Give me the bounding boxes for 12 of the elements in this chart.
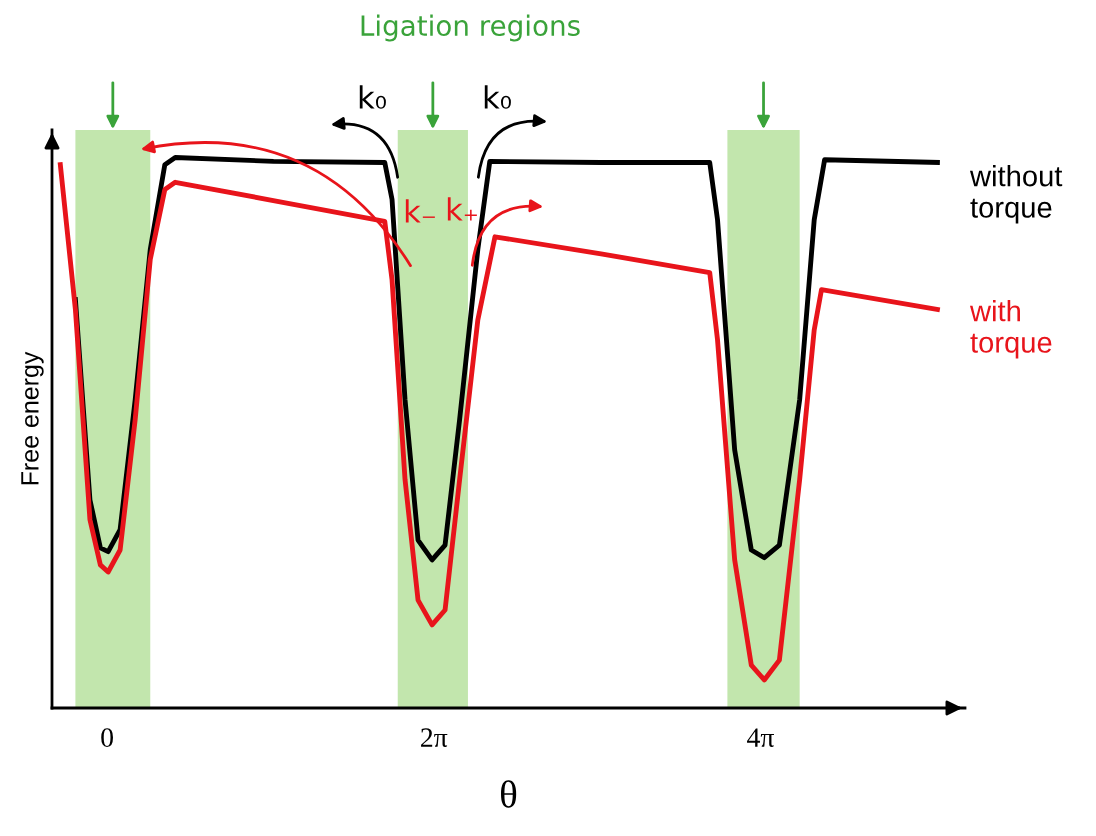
x-tick-label: 4π (747, 728, 774, 747)
annotation: k₊ (447, 197, 477, 221)
text: k₀ (484, 85, 511, 109)
annotation: k₋ (405, 199, 435, 223)
text: Ligation regions (361, 14, 580, 42)
x-axis-title: θ (501, 780, 517, 808)
x-tick-label: 0 (101, 728, 113, 747)
text: k₀ (359, 85, 386, 109)
x-tick-label: 2π (421, 728, 448, 747)
series-label: without torque (969, 165, 1063, 224)
series-label: with torque (969, 300, 1052, 359)
y-axis-title: Free energy (21, 351, 44, 485)
